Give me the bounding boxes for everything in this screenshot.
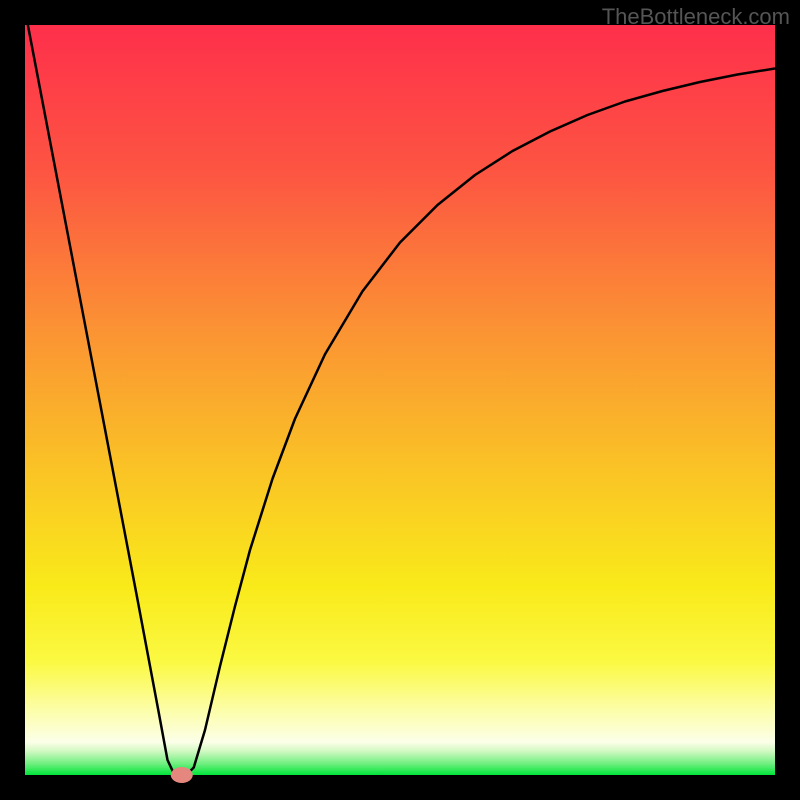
- optimal-point-marker: [171, 767, 193, 783]
- bottleneck-curve-chart: [0, 0, 800, 800]
- plot-background: [25, 25, 775, 775]
- chart-container: TheBottleneck.com: [0, 0, 800, 800]
